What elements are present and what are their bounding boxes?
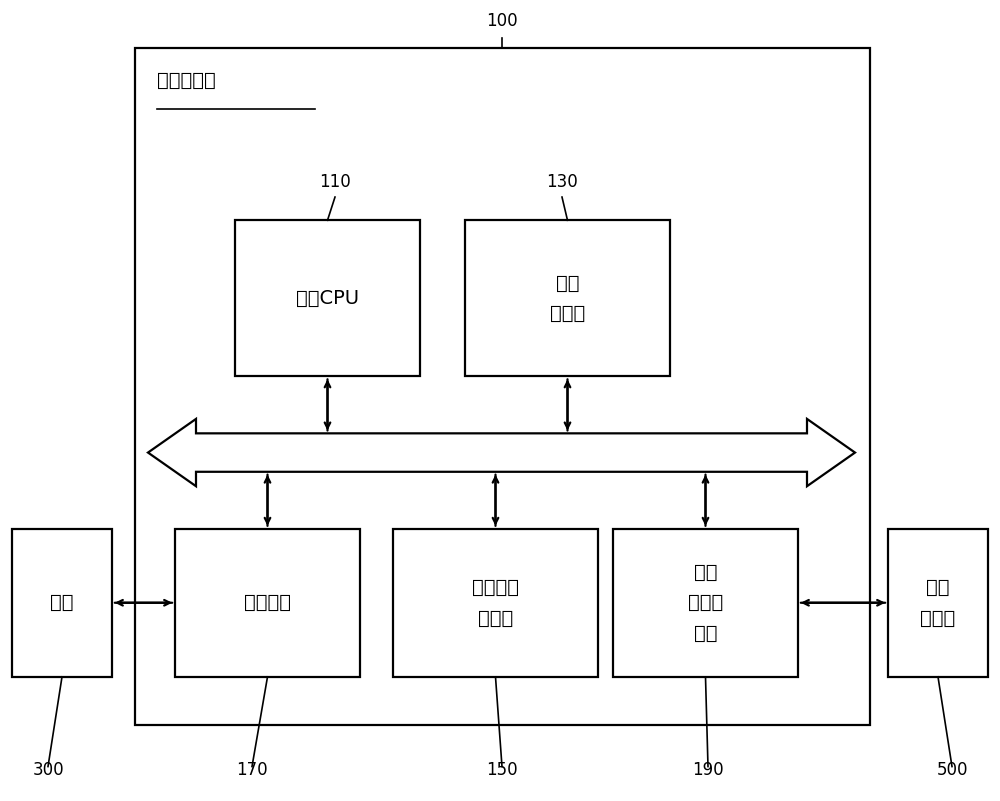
Text: 150: 150 [486,761,518,779]
Text: 100: 100 [486,13,518,30]
Text: 170: 170 [236,761,268,779]
Bar [235,220,420,376]
Text: 储存: 储存 [694,563,717,582]
Bar [888,529,988,677]
Bar [135,48,870,725]
Text: 储存CPU: 储存CPU [296,289,359,308]
Text: 存储器: 存储器 [920,609,956,627]
Text: 存储器: 存储器 [550,304,585,323]
Text: 190: 190 [692,761,724,779]
Text: 500: 500 [936,761,968,779]
Polygon shape [148,419,855,486]
Text: 学习模式: 学习模式 [472,578,519,597]
Text: 储存: 储存 [926,578,950,597]
Text: 处理器: 处理器 [478,609,513,627]
Text: 主机: 主机 [50,594,74,612]
Text: 130: 130 [546,173,578,191]
Text: 主机接口: 主机接口 [244,594,291,612]
Bar [175,529,360,677]
Text: 缓冲: 缓冲 [556,274,579,292]
Text: 接口: 接口 [694,624,717,642]
Text: 300: 300 [32,761,64,779]
Text: 储存控制器: 储存控制器 [157,70,216,90]
Bar [613,529,798,677]
Bar [12,529,112,677]
Text: 存储器: 存储器 [688,594,723,612]
Text: 110: 110 [319,173,351,191]
Bar [465,220,670,376]
Bar [393,529,598,677]
